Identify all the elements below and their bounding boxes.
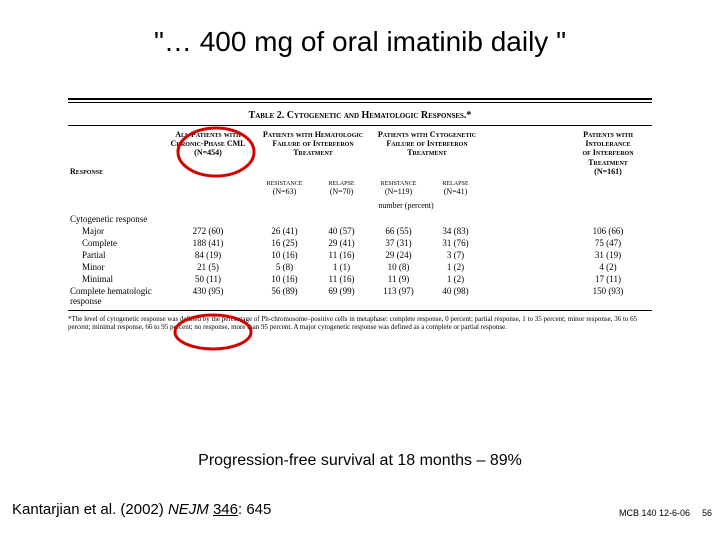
table-caption: Table 2. Cytogenetic and Hematologic Res… <box>68 110 652 121</box>
sub-hema-res: resistance(N=63) <box>256 178 313 199</box>
data-table: Table 2. Cytogenetic and Hematologic Res… <box>68 106 652 332</box>
table-cell: 21 (5) <box>160 261 256 273</box>
footer-right: MCB 140 12-6-06 <box>619 508 690 518</box>
table-header-row: Response All Patients with Chronic-Phase… <box>68 128 652 178</box>
table-row: Minimal50 (11)10 (16)11 (16)11 (9)1 (2) 1… <box>68 273 652 285</box>
table-row: Cytogenetic response <box>68 213 652 225</box>
table-cell: 4 (2) <box>564 261 652 273</box>
table-cell: 37 (31) <box>370 237 427 249</box>
row-label: Cytogenetic response <box>68 213 160 225</box>
table-cell <box>484 261 564 273</box>
cite-volume: 346 <box>213 501 238 518</box>
table-cell <box>484 225 564 237</box>
table-cell: 29 (24) <box>370 249 427 261</box>
table-cell: 31 (19) <box>564 249 652 261</box>
table-cell: 10 (16) <box>256 249 313 261</box>
table-unit-row: number (percent) <box>68 199 652 213</box>
table-cell: 84 (19) <box>160 249 256 261</box>
table-cell: 1 (2) <box>427 273 484 285</box>
table-cell <box>484 285 564 307</box>
sub-hema-rel: relapse(N=70) <box>313 178 370 199</box>
table-cell: 113 (97) <box>370 285 427 307</box>
table-row: Complete188 (41)16 (25)29 (41)37 (31)31 … <box>68 237 652 249</box>
page-number: 56 <box>702 508 712 518</box>
table-cell: 1 (2) <box>427 261 484 273</box>
row-label: Minor <box>68 261 160 273</box>
table-cell: 11 (16) <box>313 249 370 261</box>
row-label: Partial <box>68 249 160 261</box>
table-row: Partial84 (19)10 (16)11 (16)29 (24)3 (7)… <box>68 249 652 261</box>
row-label: Minimal <box>68 273 160 285</box>
cite-tail: : 645 <box>238 501 271 518</box>
sub-cyto-rel: relapse(N=41) <box>427 178 484 199</box>
col-intol: Patients with Intolerance of Interferon … <box>564 128 652 178</box>
table-cell: 430 (95) <box>160 285 256 307</box>
col-all: All Patients with Chronic-Phase CML (N=4… <box>160 128 256 178</box>
unit-label: number (percent) <box>160 199 652 213</box>
table-cell <box>313 213 370 225</box>
table-footnote: *The level of cytogenetic response was d… <box>68 315 652 332</box>
table-cell: 17 (11) <box>564 273 652 285</box>
cite-authors: Kantarjian et al. (2002) <box>12 501 168 518</box>
table-cell <box>484 213 564 225</box>
citation: Kantarjian et al. (2002) NEJM 346: 645 <box>12 501 271 518</box>
pfs-text: Progression-free survival at 18 months –… <box>0 452 720 470</box>
table-cell: 11 (9) <box>370 273 427 285</box>
slide-title: "… 400 mg of oral imatinib daily " <box>0 26 720 58</box>
row-label: Complete hematologic response <box>68 285 160 307</box>
table-cell <box>484 273 564 285</box>
table-cell: 40 (98) <box>427 285 484 307</box>
row-label: Major <box>68 225 160 237</box>
table-cell: 56 (89) <box>256 285 313 307</box>
table-cell: 34 (83) <box>427 225 484 237</box>
response-header: Response <box>68 165 160 178</box>
table-row: Minor21 (5)5 (8)1 (1)10 (8)1 (2) 4 (2) <box>68 261 652 273</box>
row-label: Complete <box>68 237 160 249</box>
table-cell: 272 (60) <box>160 225 256 237</box>
table-cell: 10 (16) <box>256 273 313 285</box>
table-subheader-row: resistance(N=63) relapse(N=70) resistanc… <box>68 178 652 199</box>
rule-top <box>68 98 652 103</box>
table-cell: 150 (93) <box>564 285 652 307</box>
table-cell: 69 (99) <box>313 285 370 307</box>
sub-cyto-res: resistance(N=119) <box>370 178 427 199</box>
table-cell <box>370 213 427 225</box>
table-cell: 66 (55) <box>370 225 427 237</box>
table-cell: 29 (41) <box>313 237 370 249</box>
table-cell: 75 (47) <box>564 237 652 249</box>
table-cell <box>256 213 313 225</box>
table-cell <box>160 213 256 225</box>
col-hema: Patients with Hematologic Failure of Int… <box>256 128 370 178</box>
table-cell <box>484 249 564 261</box>
table-cell: 1 (1) <box>313 261 370 273</box>
table-cell: 10 (8) <box>370 261 427 273</box>
table-cell: 3 (7) <box>427 249 484 261</box>
table-cell: 31 (76) <box>427 237 484 249</box>
table-cell: 5 (8) <box>256 261 313 273</box>
table-cell: 11 (16) <box>313 273 370 285</box>
table-cell: 40 (57) <box>313 225 370 237</box>
table-cell: 50 (11) <box>160 273 256 285</box>
table-row: Major272 (60)26 (41)40 (57)66 (55)34 (83… <box>68 225 652 237</box>
col-cyto: Patients with Cytogenetic Failure of Int… <box>370 128 484 178</box>
table-cell <box>427 213 484 225</box>
table-cell <box>484 237 564 249</box>
table-cell: 16 (25) <box>256 237 313 249</box>
table-cell: 106 (66) <box>564 225 652 237</box>
table-cell: 26 (41) <box>256 225 313 237</box>
cite-journal: NEJM <box>168 501 209 518</box>
table-cell <box>564 213 652 225</box>
table-cell: 188 (41) <box>160 237 256 249</box>
table-row: Complete hematologic response430 (95)56 … <box>68 285 652 307</box>
